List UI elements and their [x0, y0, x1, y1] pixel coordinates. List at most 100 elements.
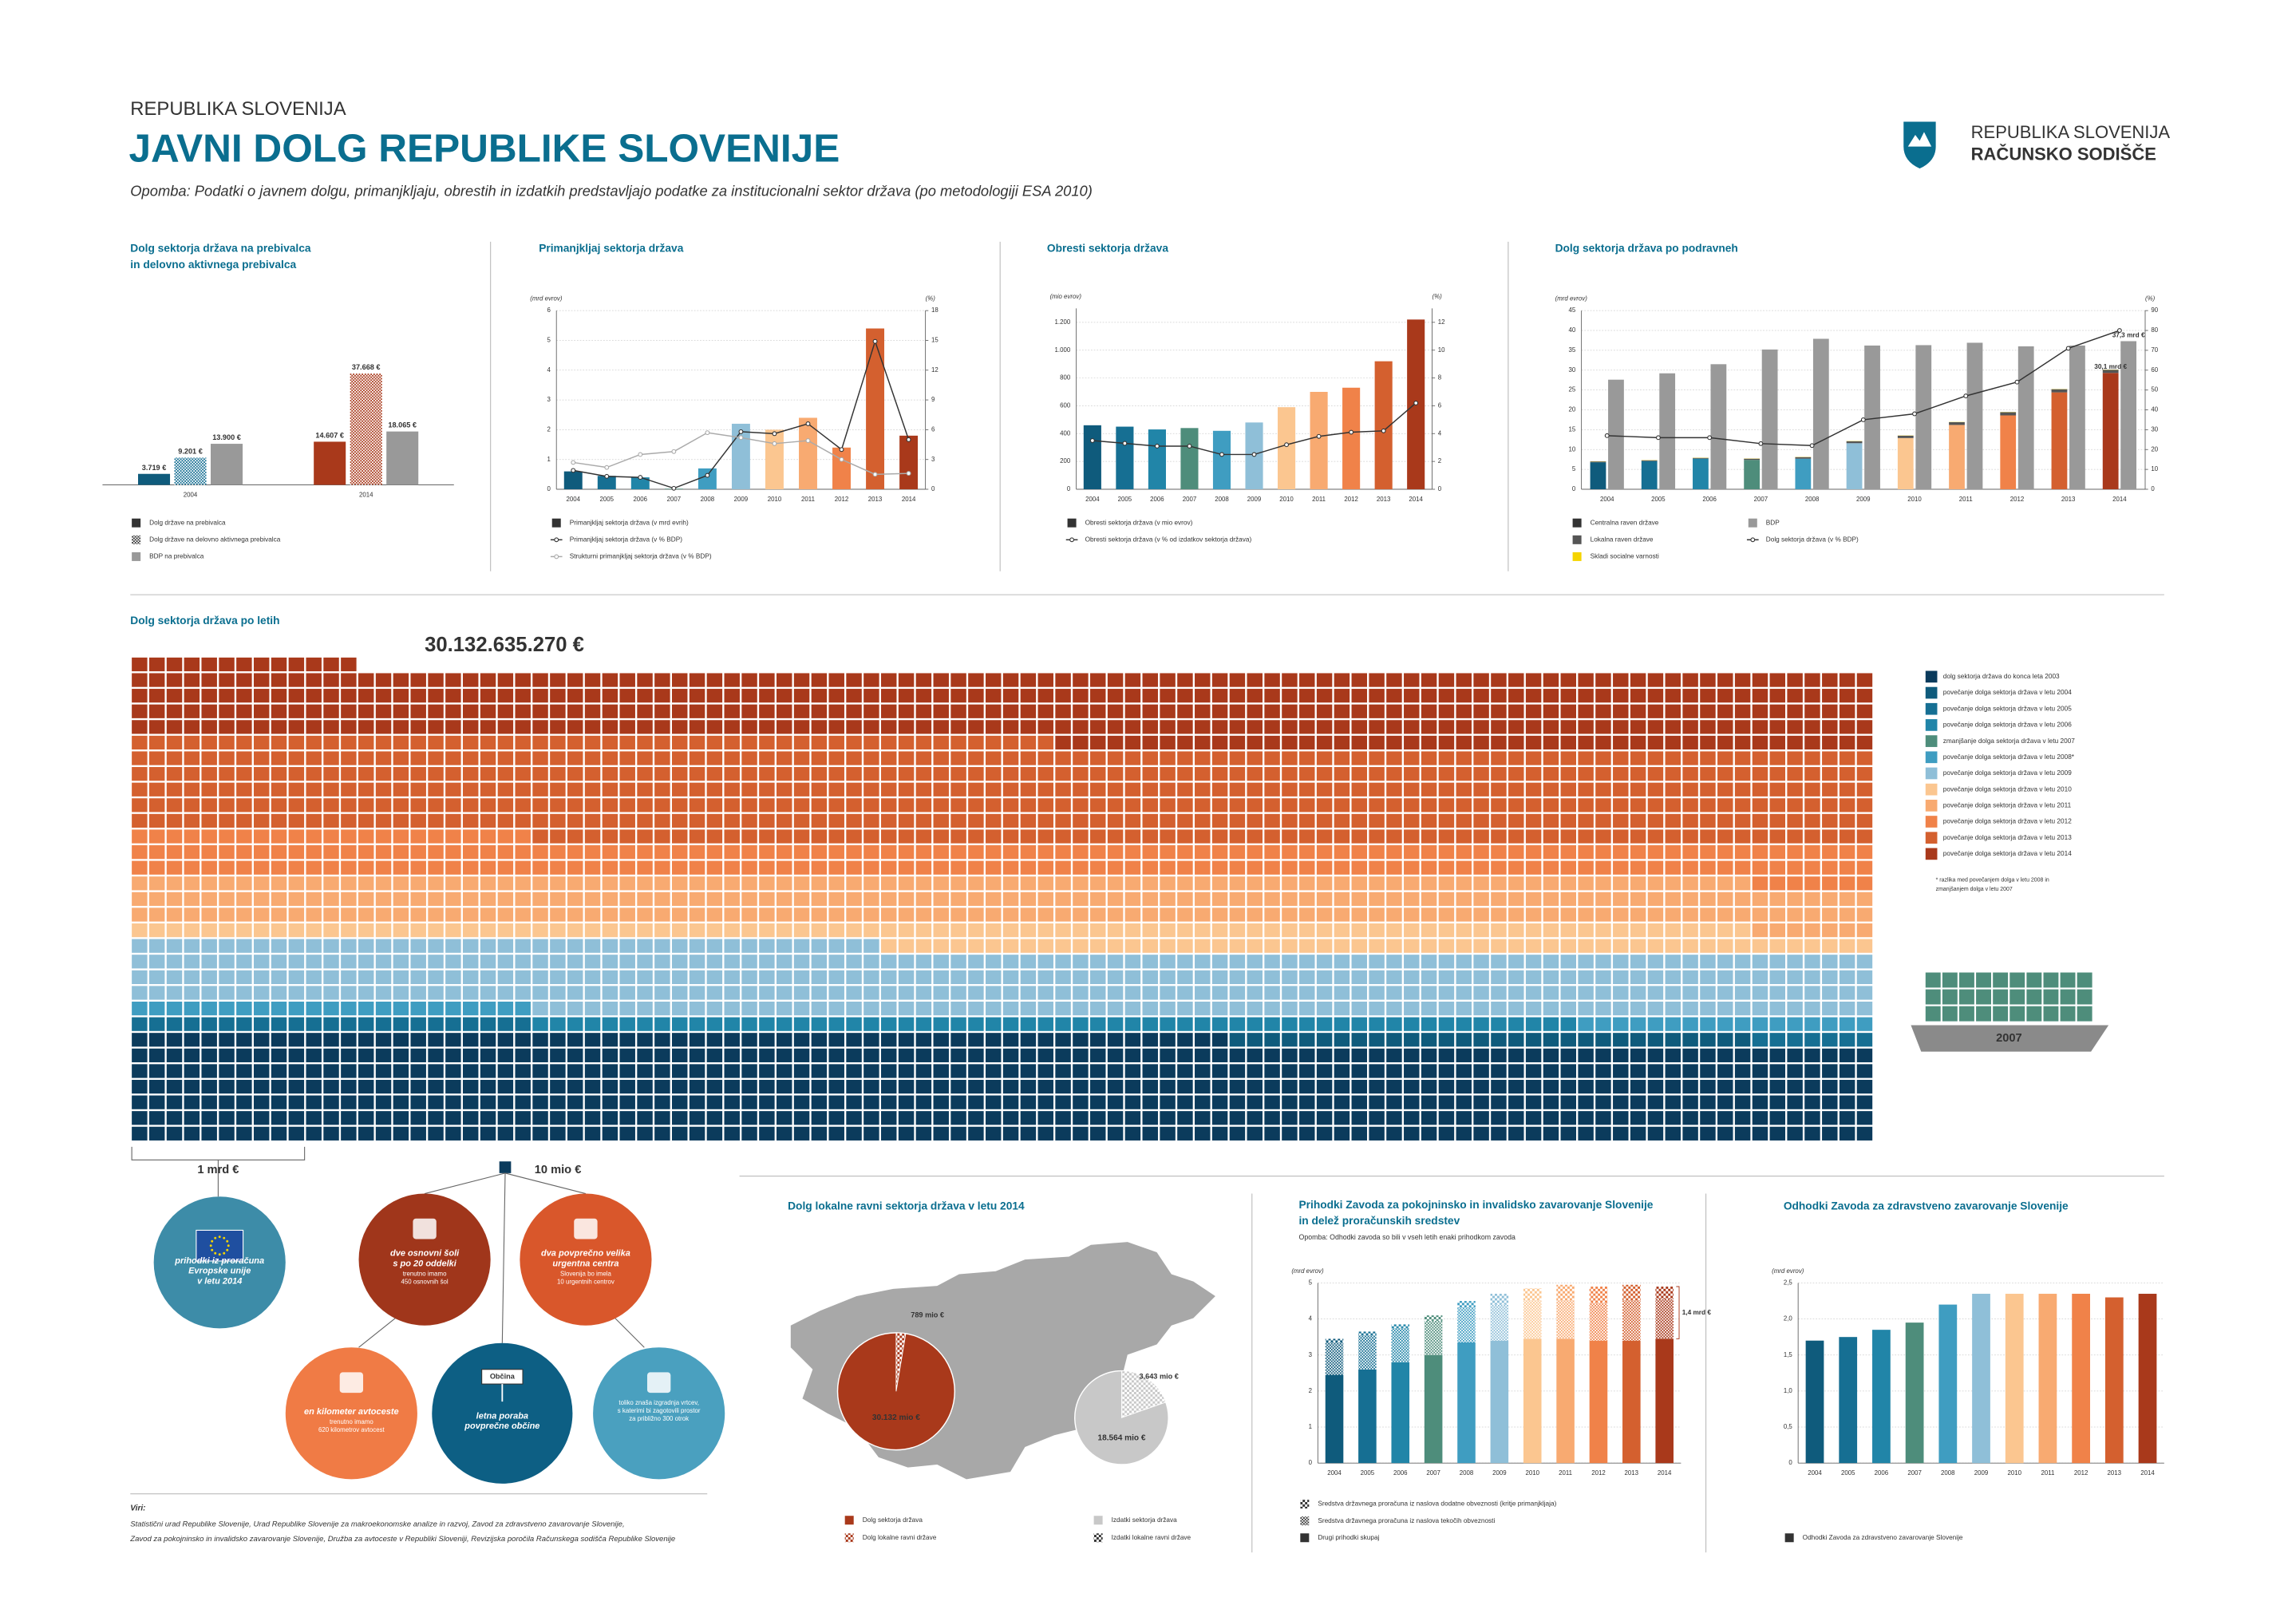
waffle-cell	[184, 782, 200, 797]
waffle-cell	[950, 923, 966, 938]
legend-label: Izdatki sektorja država	[1112, 1516, 1177, 1524]
waffle-cell	[532, 782, 548, 797]
waffle-cell	[1787, 1126, 1803, 1141]
waffle-cell	[1229, 970, 1246, 984]
waffle-cell	[445, 1033, 461, 1047]
bar	[1590, 462, 1606, 490]
waffle-cell	[1491, 876, 1507, 891]
waffle-cell	[1386, 907, 1402, 922]
waffle-cell	[1787, 1079, 1803, 1094]
waffle-cell	[1700, 1001, 1716, 1016]
waffle-cell	[602, 1126, 618, 1141]
waffle-cell	[375, 673, 392, 687]
waffle-cell	[480, 813, 496, 828]
waffle-cell	[1438, 939, 1455, 953]
waffle-cell	[915, 939, 932, 953]
bar	[2138, 1294, 2157, 1464]
waffle-cell	[654, 923, 670, 938]
bar	[1589, 1340, 1608, 1464]
waffle-cell	[1264, 955, 1280, 969]
waffle-cell	[1525, 1033, 1542, 1047]
bar	[350, 374, 382, 485]
waffle-cell	[706, 1064, 723, 1078]
waffle-cell	[759, 1126, 775, 1141]
waffle-cell	[515, 798, 531, 812]
waffle-cell	[1386, 673, 1402, 687]
waffle-cell	[706, 704, 723, 718]
waffle-cell	[375, 860, 392, 875]
waffle-cell	[132, 860, 148, 875]
waffle-cell	[410, 1001, 426, 1016]
waffle-cell	[1316, 1048, 1333, 1062]
waffle-cell	[515, 1079, 531, 1094]
waffle-cell	[358, 955, 374, 969]
waffle-cell	[1299, 970, 1315, 984]
waffle-cell	[777, 798, 792, 812]
bar	[1949, 421, 1965, 425]
waffle-cell	[219, 892, 235, 907]
waffle-cell	[1717, 845, 1733, 860]
waffle-cell	[1769, 1033, 1786, 1047]
waffle-cell	[689, 845, 705, 860]
waffle-cell	[1682, 1033, 1698, 1047]
waffle-cell	[184, 673, 200, 687]
waffle-cell	[846, 751, 862, 765]
waffle-cell	[793, 798, 810, 812]
waffle-cell	[915, 907, 932, 922]
waffle-cell	[950, 1048, 966, 1062]
waffle-cell	[1438, 735, 1455, 750]
waffle-cell	[1002, 1017, 1019, 1031]
waffle-cell	[1073, 970, 1089, 984]
waffle-cell	[271, 720, 287, 734]
ship-container	[1993, 989, 2009, 1005]
waffle-cell	[1090, 892, 1106, 907]
waffle-cell	[1037, 673, 1053, 687]
waffle-cell	[184, 829, 200, 844]
waffle-cell	[1647, 1095, 1664, 1109]
bar	[1556, 1301, 1575, 1339]
waffle-cell	[1195, 876, 1211, 891]
waffle-cell	[1334, 735, 1350, 750]
waffle-cell	[1107, 813, 1124, 828]
waffle-cell	[1508, 673, 1524, 687]
waffle-cell	[1316, 689, 1333, 703]
waffle-cell	[1438, 986, 1455, 1000]
waffle-cell	[1525, 798, 1542, 812]
waffle-cell	[306, 689, 322, 703]
waffle-cell	[1090, 813, 1106, 828]
waffle-cell	[1351, 735, 1367, 750]
waffle-cell	[1124, 1001, 1141, 1016]
waffle-cell	[253, 1111, 270, 1125]
waffle-cell	[915, 1064, 932, 1078]
waffle-cell	[1107, 907, 1124, 922]
waffle-cell	[1525, 923, 1542, 938]
waffle-cell	[1160, 939, 1176, 953]
waffle-cell	[828, 829, 844, 844]
waffle-cell	[619, 955, 635, 969]
waffle-cell	[1090, 751, 1106, 765]
waffle-cell	[619, 1064, 635, 1078]
waffle-cell	[148, 689, 165, 703]
waffle-cell	[1595, 939, 1611, 953]
waffle-cell	[132, 1033, 148, 1047]
waffle-cell	[236, 782, 252, 797]
waffle-cell	[1508, 1064, 1524, 1078]
waffle-cell	[1073, 876, 1089, 891]
x-tick-label: 2014	[1658, 1469, 1672, 1477]
waffle-cell	[480, 1048, 496, 1062]
waffle-cell	[1525, 767, 1542, 781]
waffle-cell	[968, 735, 984, 750]
waffle-cell	[1647, 860, 1664, 875]
waffle-cell	[462, 955, 479, 969]
waffle-cell	[253, 720, 270, 734]
main-title: JAVNI DOLG REPUBLIKE SLOVENIJE	[128, 126, 840, 170]
waffle-cell	[1282, 860, 1298, 875]
waffle-cell	[881, 1001, 897, 1016]
waffle-cell	[915, 767, 932, 781]
waffle-cell	[1578, 923, 1594, 938]
waffle-cell	[811, 735, 828, 750]
waffle-cell	[1613, 1033, 1629, 1047]
waffle-cell	[428, 720, 444, 734]
waffle-cell	[1334, 955, 1350, 969]
waffle-cell	[1316, 735, 1333, 750]
